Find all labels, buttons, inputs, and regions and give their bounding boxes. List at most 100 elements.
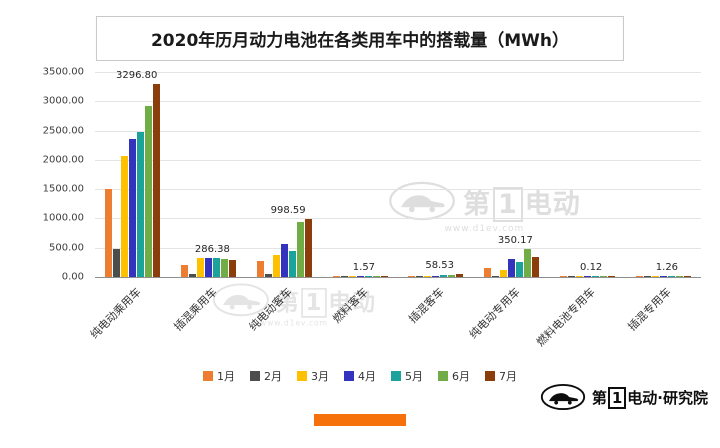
bar-2月-插混专用车	[643, 276, 651, 277]
bar-group-1: 3296.80	[95, 69, 171, 277]
bar-2月-纯电动乘用车	[113, 248, 121, 277]
bar-7月-纯电动乘用车	[153, 83, 161, 277]
plot-area: 3296.80 286.38 998.59 1.57 58.53 350.17 0.12 1.…	[95, 69, 701, 278]
y-tick-label: 1500.00	[42, 183, 84, 195]
y-tick-label: 2500.00	[42, 125, 84, 137]
watermark-center: 第 1 电动 www.d1ev.com	[388, 180, 581, 234]
y-tick-label: 3000.00	[42, 95, 84, 107]
bar-6月-纯电动专用车	[524, 248, 532, 277]
bar-value-label: 350.17	[497, 234, 533, 246]
legend-item-1月: 1月	[203, 368, 235, 384]
bar-7月-燃料客车	[380, 276, 388, 277]
bar-groups: 3296.80 286.38 998.59 1.57 58.53 350.17 0.12 1.…	[95, 69, 701, 277]
y-tick-label: 0.00	[61, 271, 84, 283]
bar-2月-燃料电池专用车	[567, 276, 575, 277]
legend-label: 2月	[264, 370, 282, 383]
gridline	[95, 72, 701, 73]
gridline	[95, 130, 701, 132]
watermark-brand-text: 第 1 电动	[463, 182, 581, 222]
bar-group-4: 1.57	[322, 72, 398, 277]
bar-5月-纯电动专用车	[516, 261, 524, 277]
legend-swatch	[485, 371, 495, 381]
bar-group-7: 0.12	[550, 72, 626, 277]
bar-group-5: 58.53	[398, 72, 474, 277]
bar-7月-燃料电池专用车	[607, 276, 615, 277]
legend-swatch	[297, 371, 307, 381]
bar-3月-插混客车	[424, 276, 432, 277]
bar-group-6: 350.17	[474, 72, 550, 277]
bar-value-label: 286.38	[194, 243, 230, 255]
footer-brand-pre: 第	[591, 388, 607, 407]
watermark-car-icon	[212, 283, 269, 317]
watermark-brand-one: 1	[301, 287, 327, 318]
bar-6月-燃料客车	[372, 276, 380, 277]
gridline	[95, 159, 701, 161]
legend-swatch	[438, 371, 448, 381]
bar-value-label: 1.26	[655, 262, 679, 273]
bar-4月-插混客车	[432, 275, 440, 277]
legend-swatch	[250, 371, 260, 381]
bar-value-label: 3296.80	[115, 69, 158, 81]
bar-2月-燃料客车	[340, 276, 348, 277]
gridline	[95, 189, 701, 191]
bar-4月-燃料电池专用车	[583, 276, 591, 277]
bar-7月-插混专用车	[683, 276, 691, 277]
bar-3月-燃料电池专用车	[575, 276, 583, 277]
footer-brand-text: 第 1 电动·研究院	[591, 386, 708, 409]
bar-value-label: 0.12	[580, 262, 603, 273]
watermark-brand-post: 电动	[328, 289, 376, 316]
bar-5月-燃料客车	[364, 275, 372, 277]
legend-label: 1月	[217, 370, 235, 383]
legend-label: 7月	[499, 370, 517, 383]
legend-label: 3月	[311, 370, 329, 383]
bar-6月-插混乘用车	[221, 258, 229, 277]
bar-group-2: 286.38	[171, 72, 247, 277]
bar-value-label: 58.53	[425, 259, 454, 271]
bar-1月-纯电动专用车	[484, 267, 492, 277]
x-axis: 纯电动乘用车 插混乘用车 纯电动客车 燃料客车 插混客车 纯电动专用车 燃料电池专用车 插混专…	[88, 284, 701, 370]
footer-brand-post: 电动	[627, 388, 658, 407]
legend-item-3月: 3月	[297, 368, 329, 384]
bar-value-label: 1.57	[352, 261, 376, 273]
bar-3月-插混专用车	[651, 276, 659, 277]
bar-5月-插混乘用车	[213, 257, 221, 277]
footer-brand-one: 1	[607, 386, 627, 409]
bar-2月-插混乘用车	[189, 274, 197, 277]
bar-4月-纯电动客车	[280, 244, 288, 277]
gridline	[95, 218, 701, 220]
footer-car-icon	[540, 383, 585, 411]
bar-1月-插混乘用车	[181, 265, 189, 277]
legend-item-6月: 6月	[438, 368, 470, 384]
watermark-brand-post: 电动	[524, 188, 581, 220]
bar-3月-纯电动专用车	[500, 269, 508, 277]
bar-2月-纯电动客车	[264, 273, 272, 277]
bar-3月-燃料客车	[348, 275, 356, 277]
bar-group-3: 998.59	[247, 72, 323, 277]
bar-4月-纯电动乘用车	[129, 139, 137, 277]
bar-4月-插混专用车	[659, 276, 667, 277]
bar-1月-燃料电池专用车	[559, 276, 567, 277]
bar-1月-纯电动乘用车	[105, 189, 113, 277]
legend-item-2月: 2月	[250, 368, 282, 384]
bar-5月-插混专用车	[667, 276, 675, 277]
bar-6月-插混专用车	[675, 276, 683, 277]
legend-label: 4月	[358, 370, 376, 383]
watermark-brand-pre: 第	[275, 289, 300, 316]
watermark-lower: 第 1 电动 www.d1ev.com	[212, 282, 376, 328]
watermark-url: www.d1ev.com	[444, 224, 525, 234]
watermark-brand-pre: 第	[463, 188, 491, 220]
y-tick-label: 500.00	[49, 242, 84, 254]
bar-7月-插混客车	[456, 273, 464, 277]
watermark-url: www.d1ev.com	[260, 319, 328, 328]
bar-group-8: 1.26	[625, 72, 701, 277]
bar-5月-纯电动客车	[288, 250, 296, 277]
bar-6月-纯电动客车	[296, 221, 304, 277]
bar-4月-插混乘用车	[205, 257, 213, 277]
bar-5月-燃料电池专用车	[591, 276, 599, 277]
x-axis-line	[95, 277, 701, 278]
legend-item-5月: 5月	[391, 368, 423, 384]
bar-6月-燃料电池专用车	[599, 276, 607, 277]
bar-7月-纯电动专用车	[532, 256, 540, 277]
watermark-brand-one: 1	[493, 186, 523, 222]
bar-4月-燃料客车	[356, 276, 364, 277]
